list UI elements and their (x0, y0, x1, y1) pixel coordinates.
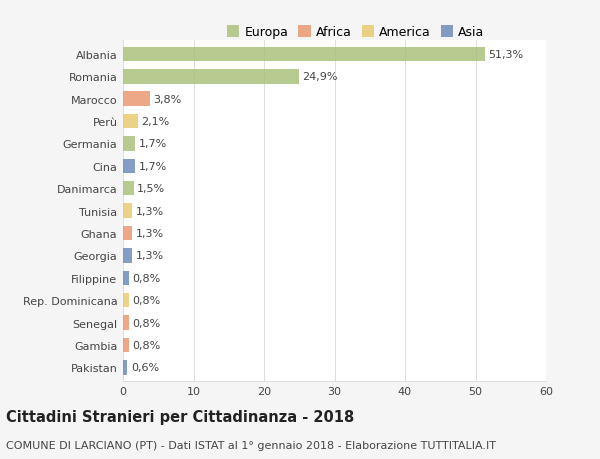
Text: 1,3%: 1,3% (136, 251, 164, 261)
Text: 51,3%: 51,3% (488, 50, 523, 60)
Text: 1,3%: 1,3% (136, 206, 164, 216)
Bar (123, 338, 128, 353)
Text: 0,6%: 0,6% (131, 363, 159, 373)
Bar (123, 204, 132, 218)
Text: 0,8%: 0,8% (132, 273, 160, 283)
Bar (123, 92, 150, 106)
Text: COMUNE DI LARCIANO (PT) - Dati ISTAT al 1° gennaio 2018 - Elaborazione TUTTITALI: COMUNE DI LARCIANO (PT) - Dati ISTAT al … (6, 440, 496, 450)
Bar (123, 316, 128, 330)
Text: 0,8%: 0,8% (132, 340, 160, 350)
Text: 3,8%: 3,8% (154, 95, 182, 104)
Legend: Europa, Africa, America, Asia: Europa, Africa, America, Asia (224, 24, 487, 42)
Text: 1,3%: 1,3% (136, 229, 164, 239)
Text: 0,8%: 0,8% (132, 296, 160, 306)
Bar (123, 226, 132, 241)
Bar (123, 271, 128, 285)
Text: 2,1%: 2,1% (142, 117, 170, 127)
Bar (123, 70, 299, 84)
Bar (123, 47, 485, 62)
Bar (123, 159, 135, 174)
Bar (123, 293, 128, 308)
Text: 24,9%: 24,9% (302, 72, 338, 82)
Bar (123, 249, 132, 263)
Bar (123, 181, 134, 196)
Bar (123, 360, 127, 375)
Text: 1,5%: 1,5% (137, 184, 165, 194)
Text: 1,7%: 1,7% (139, 162, 167, 172)
Bar (123, 114, 138, 129)
Bar (123, 137, 135, 151)
Text: Cittadini Stranieri per Cittadinanza - 2018: Cittadini Stranieri per Cittadinanza - 2… (6, 409, 354, 425)
Text: 1,7%: 1,7% (139, 139, 167, 149)
Text: 0,8%: 0,8% (132, 318, 160, 328)
